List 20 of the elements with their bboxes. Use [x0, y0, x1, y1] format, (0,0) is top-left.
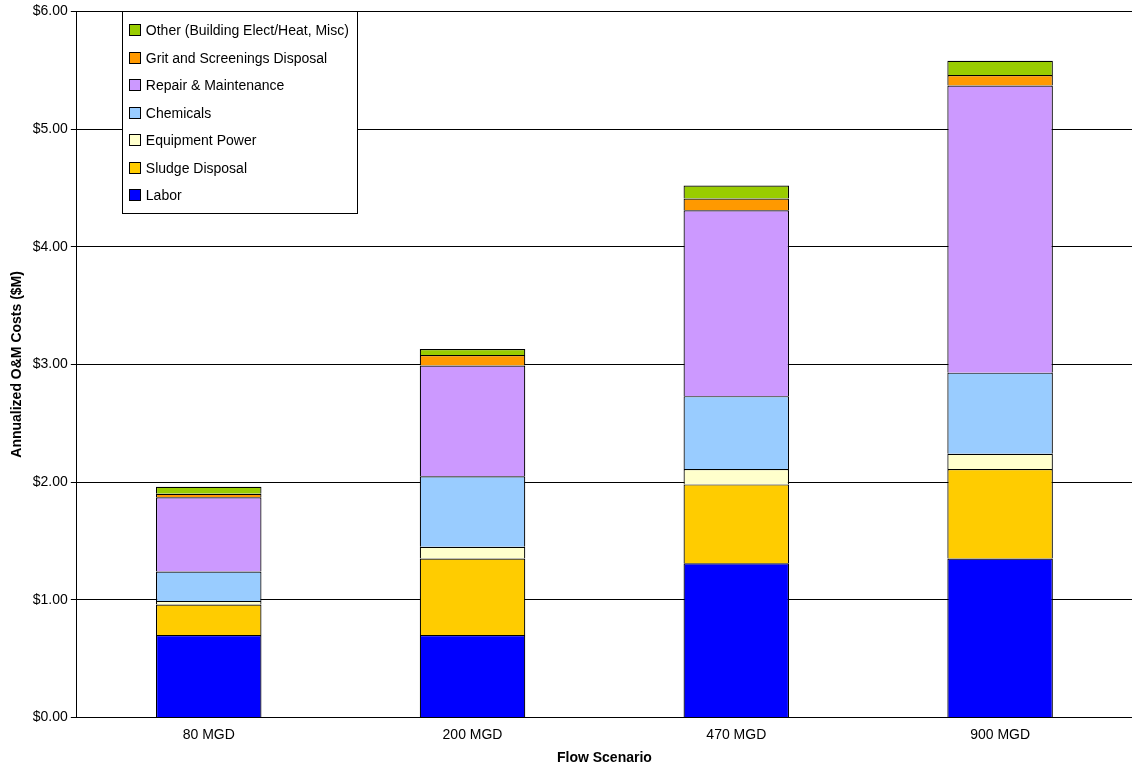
- y-tick-label: $0.00: [32, 708, 69, 725]
- x-tick-label: 200 MGD: [442, 725, 503, 742]
- y-tick-label: $2.00: [32, 472, 69, 489]
- x-tick-label: 900 MGD: [970, 725, 1031, 742]
- legend-label: Equipment Power: [145, 132, 257, 149]
- legend-label: Chemicals: [145, 104, 212, 121]
- y-tick-label: $6.00: [32, 2, 69, 19]
- y-tick-label: $1.00: [32, 590, 69, 607]
- y-tick-label: $4.00: [32, 237, 69, 254]
- legend-label: Labor: [145, 187, 182, 204]
- x-tick-label: 470 MGD: [706, 725, 767, 742]
- y-axis-title: Annualized O&M Costs ($M): [8, 271, 25, 458]
- legend-label: Grit and Screenings Disposal: [145, 49, 328, 66]
- legend-label: Other (Building Elect/Heat, Misc): [145, 22, 349, 39]
- legend-label: Sludge Disposal: [145, 159, 247, 176]
- x-tick-label: 80 MGD: [182, 725, 235, 742]
- y-tick-label: $3.00: [32, 355, 69, 372]
- x-axis-title: Flow Scenario: [556, 749, 652, 766]
- legend-label: Repair & Maintenance: [145, 77, 285, 94]
- y-tick-label: $5.00: [32, 119, 69, 136]
